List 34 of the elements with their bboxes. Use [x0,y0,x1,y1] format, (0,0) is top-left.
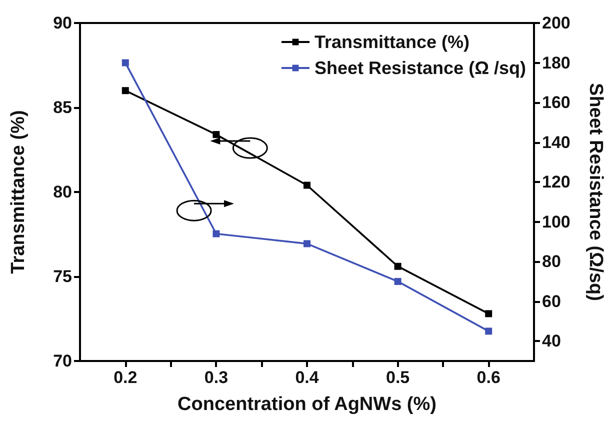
y2-tick-label: 120 [542,172,570,192]
legend-label: Transmittance (%) [314,32,470,52]
point [394,262,402,270]
y-tick-label: 85 [53,98,72,117]
y-tick-label: 90 [53,14,72,32]
y-tick-label: 75 [53,267,72,286]
legend-label: Sheet Resistance (Ω /sq) [314,58,526,78]
y2-axis-title: Sheet Resistance (Ω/sq) [585,83,606,301]
point [394,278,402,285]
point [212,230,220,238]
point [122,87,129,94]
y-tick-label: 80 [53,182,72,202]
point [122,59,129,66]
y2-tick-label: 180 [542,53,570,72]
point [304,240,310,248]
x-tick-label: 0.5 [386,368,410,387]
x-tick-label: 0.2 [114,368,138,387]
y-axis-title: Transmittance (%) [8,110,29,274]
y2-tick-label: 40 [542,332,561,351]
y2-tick-label: 80 [542,252,561,272]
y-tick-label: 70 [53,352,72,370]
point [485,328,492,335]
y2-tick-label: 100 [542,212,570,232]
y2-tick-label: 140 [542,132,570,152]
x-tick-label: 0.3 [204,368,228,387]
x-tick-label: 0.6 [476,368,500,387]
x-axis-title: Concentration of AgNWs (%) [178,394,436,415]
y2-tick-label: 200 [542,14,570,32]
y2-tick-label: 60 [542,292,561,311]
point [304,182,310,189]
y2-tick-label: 160 [542,93,570,112]
point [485,310,492,318]
point [212,131,220,138]
x-tick-label: 0.4 [295,368,320,387]
